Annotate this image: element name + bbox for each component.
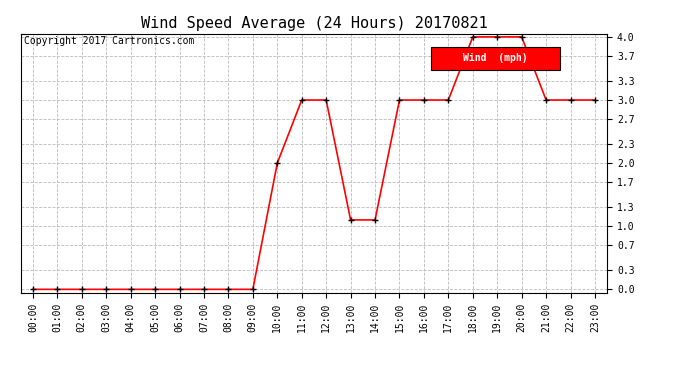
Text: Copyright 2017 Cartronics.com: Copyright 2017 Cartronics.com bbox=[23, 36, 194, 46]
FancyBboxPatch shape bbox=[431, 47, 560, 70]
Title: Wind Speed Average (24 Hours) 20170821: Wind Speed Average (24 Hours) 20170821 bbox=[141, 16, 487, 31]
Text: Wind  (mph): Wind (mph) bbox=[464, 53, 528, 63]
